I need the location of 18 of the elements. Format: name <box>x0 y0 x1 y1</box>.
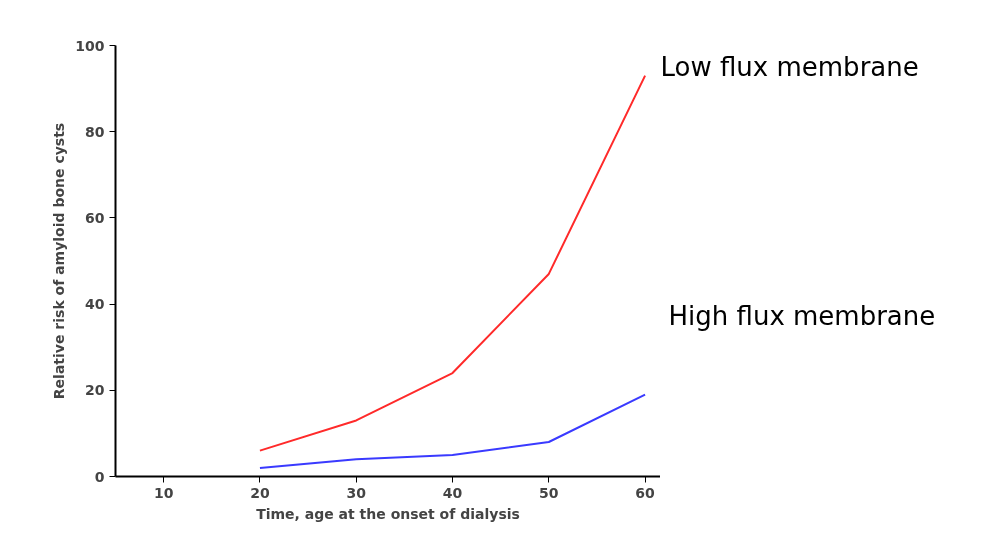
y-tick-label: 20 <box>85 382 105 399</box>
x-tick-label: 40 <box>442 484 463 501</box>
x-axis-title: Time, age at the onset of dialysis <box>256 505 520 522</box>
y-tick-label: 0 <box>94 468 105 485</box>
x-tick-label: 30 <box>346 484 367 501</box>
text: High flux membrane <box>668 301 936 332</box>
y-tick-label: 100 <box>75 37 105 54</box>
x-tick-label: 60 <box>635 484 656 501</box>
y-tick-label: 60 <box>85 209 105 226</box>
line-series <box>258 74 647 452</box>
x-tick-label: 20 <box>250 484 270 501</box>
y-tick-label: 40 <box>85 296 105 313</box>
x-tick-label: 50 <box>539 484 559 501</box>
series-label: Low flux membrane <box>660 52 919 83</box>
x-tick-label: 10 <box>153 484 174 501</box>
line-series <box>258 393 647 469</box>
y-axis-title: Relative risk of amyloid bone cysts <box>51 122 68 400</box>
y-tick-label: 80 <box>85 123 105 140</box>
